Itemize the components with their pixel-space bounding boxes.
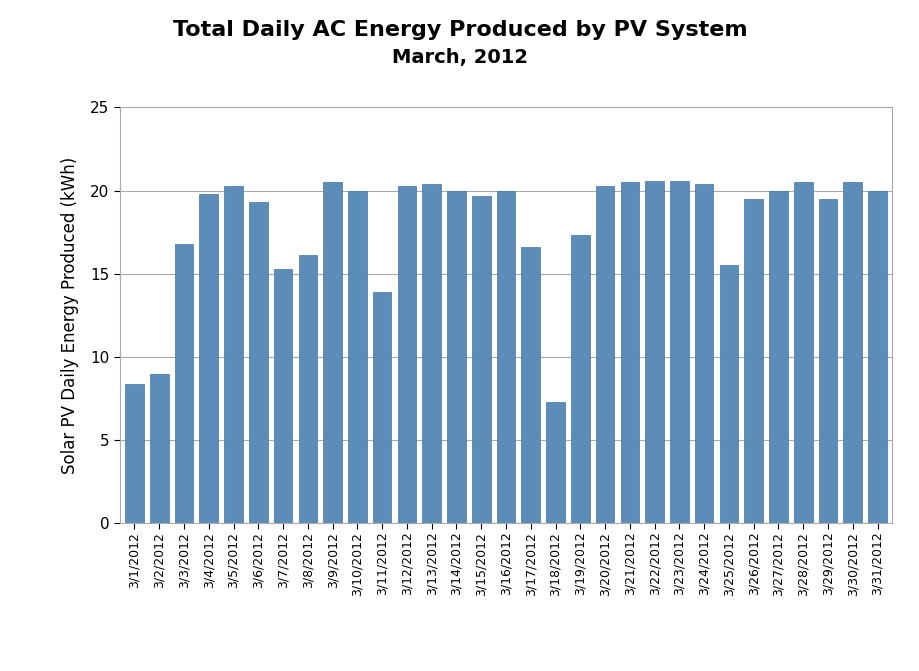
Bar — [694, 184, 712, 523]
Text: Total Daily AC Energy Produced by PV System: Total Daily AC Energy Produced by PV Sys… — [173, 20, 746, 40]
Bar — [818, 199, 836, 523]
Bar — [249, 202, 267, 523]
Bar — [397, 186, 415, 523]
Y-axis label: Solar PV Daily Energy Produced (kWh): Solar PV Daily Energy Produced (kWh) — [61, 157, 79, 474]
Bar — [644, 180, 664, 523]
Bar — [422, 184, 440, 523]
Bar — [447, 191, 465, 523]
Bar — [175, 244, 193, 523]
Bar — [546, 402, 564, 523]
Bar — [719, 266, 737, 523]
Bar — [868, 191, 886, 523]
Bar — [571, 236, 589, 523]
Bar — [620, 183, 639, 523]
Bar — [125, 384, 143, 523]
Text: March, 2012: March, 2012 — [391, 48, 528, 66]
Bar — [496, 191, 515, 523]
Bar — [793, 183, 811, 523]
Bar — [224, 186, 243, 523]
Bar — [743, 199, 762, 523]
Bar — [471, 195, 490, 523]
Bar — [521, 247, 539, 523]
Bar — [347, 191, 367, 523]
Bar — [372, 292, 391, 523]
Bar — [150, 374, 168, 523]
Bar — [299, 256, 317, 523]
Bar — [274, 269, 292, 523]
Bar — [843, 183, 861, 523]
Bar — [596, 186, 614, 523]
Bar — [669, 180, 688, 523]
Bar — [199, 194, 218, 523]
Bar — [323, 183, 342, 523]
Bar — [768, 191, 787, 523]
